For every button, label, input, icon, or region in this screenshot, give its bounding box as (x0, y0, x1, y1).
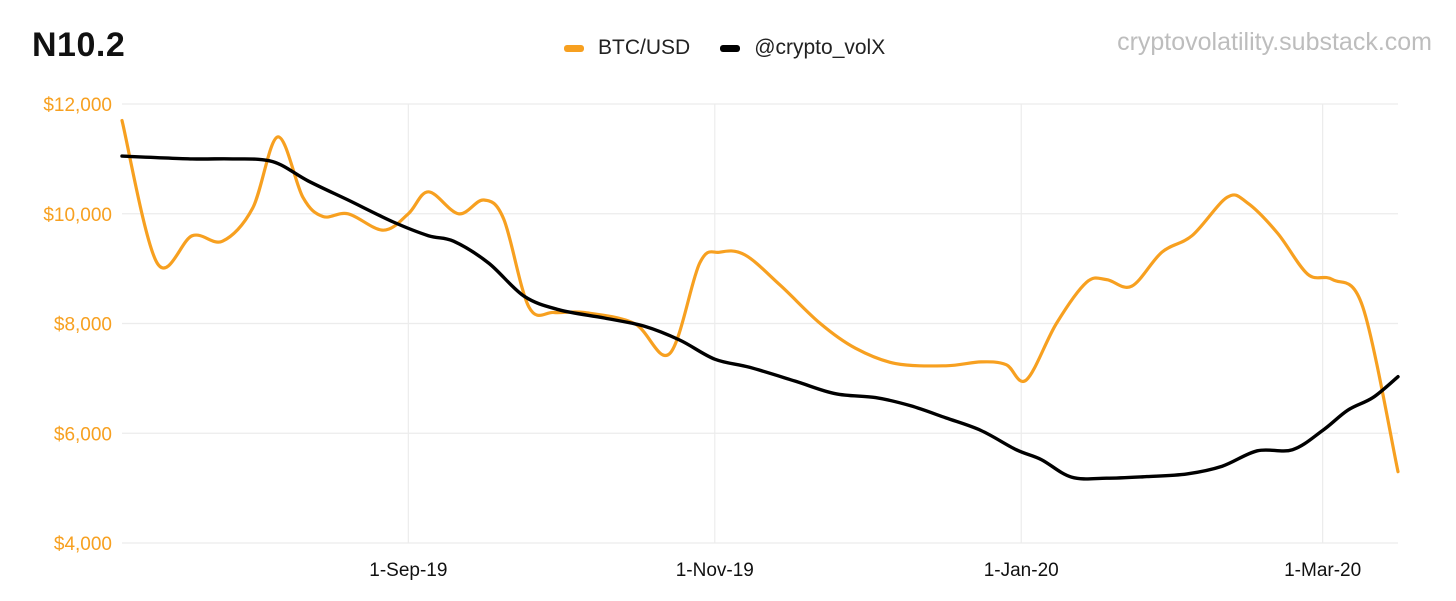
y-axis-ticks: $4,000 $6,000 $8,000 $10,000 $12,000 (43, 95, 112, 555)
legend-swatch-btc (564, 44, 584, 52)
legend-label-btc: BTC/USD (598, 36, 691, 59)
series-lines (120, 118, 1400, 481)
y-tick-label: $4,000 (54, 534, 112, 555)
legend-item-btc: BTC/USD (564, 36, 690, 60)
legend-swatch-vol (720, 44, 741, 52)
watermark: cryptovolatility.substack.com (1117, 28, 1432, 56)
chart-title: N10.2 (32, 26, 126, 64)
grid (122, 103, 1398, 544)
chart-legend: BTC/USD @crypto_volX (564, 34, 915, 62)
x-tick-label: 1-Jan-20 (984, 560, 1059, 581)
x-tick-label: 1-Sep-19 (369, 560, 447, 581)
y-tick-label: $10,000 (43, 205, 112, 226)
x-tick-label: 1-Mar-20 (1284, 560, 1361, 581)
series-line-crypto-volx (120, 154, 1400, 481)
legend-item-vol: @crypto_volX (720, 36, 885, 60)
legend-label-vol: @crypto_volX (754, 36, 886, 59)
x-axis-ticks: 1-Sep-19 1-Nov-19 1-Jan-20 1-Mar-20 (369, 560, 1361, 581)
series-line-btc-usd (120, 118, 1400, 474)
y-tick-label: $6,000 (54, 424, 112, 445)
x-tick-label: 1-Nov-19 (676, 560, 754, 581)
y-tick-label: $12,000 (43, 95, 112, 116)
y-tick-label: $8,000 (54, 315, 112, 336)
